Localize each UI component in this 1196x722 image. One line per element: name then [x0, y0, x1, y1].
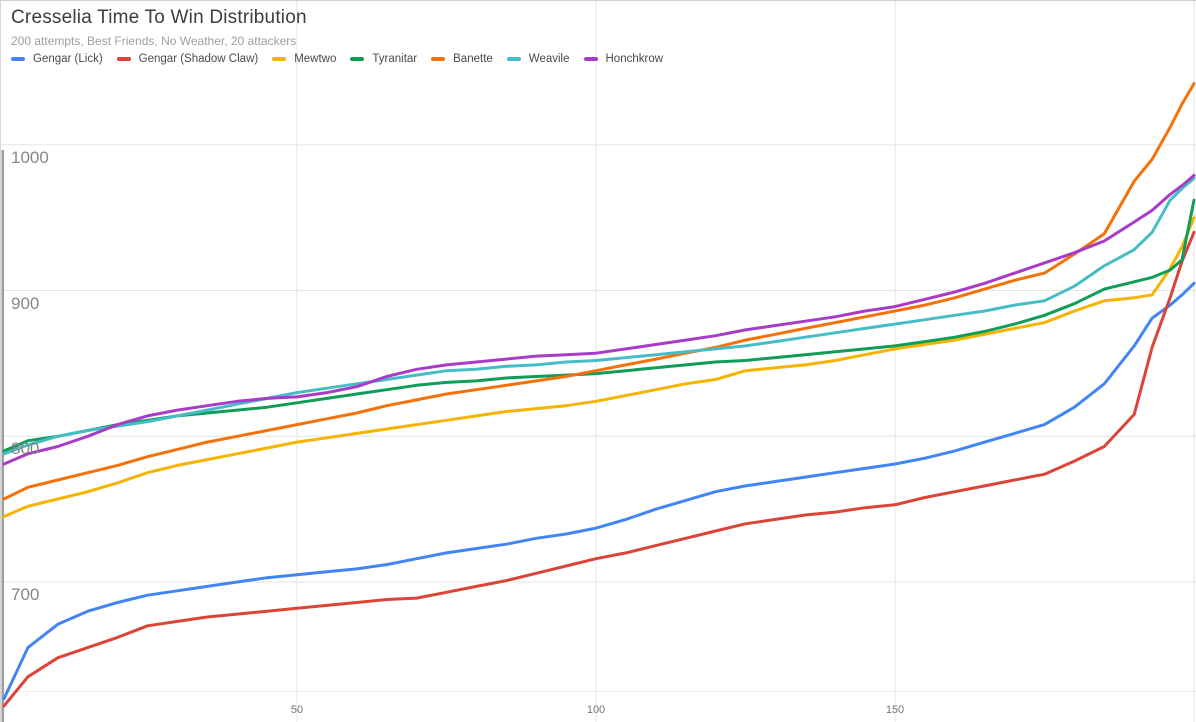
- x-axis-label-50: 50: [290, 704, 304, 716]
- series-line-honchkrow[interactable]: [2, 173, 1196, 466]
- legend-swatch-icon: [583, 57, 598, 61]
- x-axis-label-100: 100: [586, 704, 606, 716]
- y-axis-label-1000: 1000: [11, 147, 49, 167]
- legend-label: Honchkrow: [605, 53, 664, 65]
- chart-legend: Gengar (Lick) Gengar (Shadow Claw) Mewtwo T…: [11, 53, 663, 65]
- legend-item-mewtwo: Mewtwo: [272, 53, 336, 65]
- y-axis-label-800: 800: [11, 439, 40, 459]
- legend-item-tyranitar: Tyranitar: [350, 53, 417, 65]
- series-line-gengar-lick[interactable]: [2, 281, 1196, 701]
- legend-item-weavile: Weavile: [506, 53, 570, 65]
- series-line-tyranitar[interactable]: [2, 198, 1196, 453]
- legend-label: Gengar (Lick): [33, 53, 103, 65]
- legend-item-gengar-shadow-claw: Gengar (Shadow Claw): [116, 53, 259, 65]
- series-line-gengar-shadow-claw[interactable]: [2, 230, 1196, 708]
- legend-item-honchkrow: Honchkrow: [583, 53, 664, 65]
- legend-swatch-icon: [350, 57, 365, 61]
- legend-item-gengar-lick: Gengar (Lick): [11, 53, 103, 65]
- chart-subtitle: 200 attempts, Best Friends, No Weather, …: [11, 34, 297, 48]
- legend-label: Gengar (Shadow Claw): [138, 53, 259, 65]
- legend-item-banette: Banette: [431, 53, 493, 65]
- legend-label: Banette: [453, 53, 493, 65]
- legend-swatch-icon: [506, 57, 521, 61]
- legend-swatch-icon: [272, 57, 287, 61]
- y-axis-label-900: 900: [11, 293, 40, 313]
- legend-label: Weavile: [528, 53, 570, 65]
- series-line-mewtwo[interactable]: [2, 216, 1196, 518]
- series-line-weavile[interactable]: [2, 176, 1196, 456]
- legend-label: Mewtwo: [294, 53, 337, 65]
- y-axis-line: [1, 150, 4, 722]
- legend-swatch-icon: [116, 57, 131, 61]
- legend-swatch-icon: [11, 57, 25, 61]
- legend-swatch-icon: [431, 57, 446, 61]
- legend-label: Tyranitar: [372, 53, 418, 65]
- x-axis-label-150: 150: [885, 704, 905, 716]
- chart-title: Cresselia Time To Win Distribution: [11, 7, 307, 28]
- y-axis-label-700: 700: [11, 585, 40, 605]
- series-line-banette[interactable]: [2, 82, 1196, 501]
